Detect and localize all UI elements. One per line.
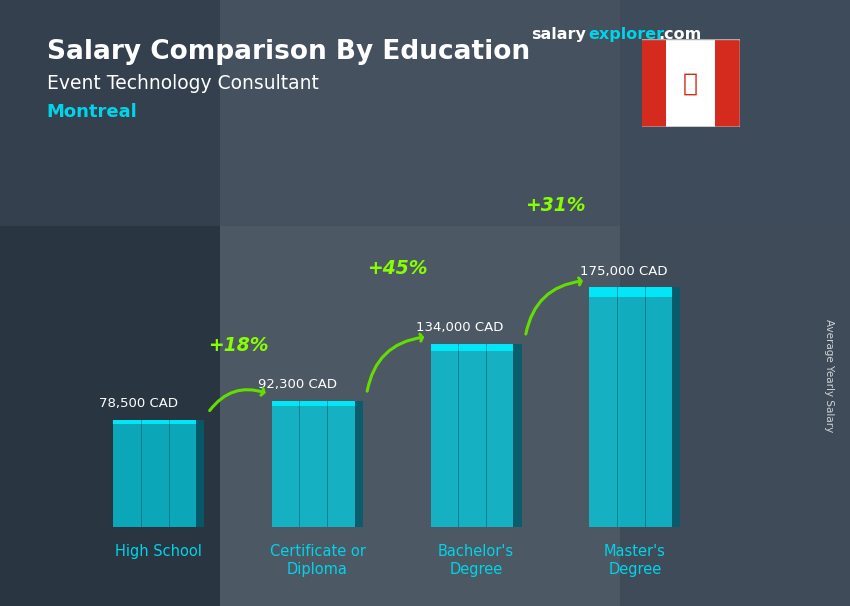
Bar	[113, 420, 196, 527]
Bar	[620, 0, 850, 606]
Text: Bachelor's
Degree: Bachelor's Degree	[438, 544, 514, 578]
Text: .com: .com	[658, 27, 701, 42]
Bar	[431, 344, 513, 527]
Bar	[642, 39, 666, 127]
Bar	[672, 287, 680, 527]
Bar	[0, 0, 220, 606]
Text: Salary Comparison By Education: Salary Comparison By Education	[47, 39, 530, 65]
Bar	[589, 287, 672, 297]
Bar	[272, 401, 354, 527]
Text: Montreal: Montreal	[47, 103, 138, 121]
Text: 92,300 CAD: 92,300 CAD	[258, 378, 337, 391]
Bar	[113, 420, 196, 424]
Text: Certificate or
Diploma: Certificate or Diploma	[269, 544, 366, 578]
Text: 175,000 CAD: 175,000 CAD	[580, 265, 667, 278]
Text: 🍁: 🍁	[683, 72, 698, 95]
Bar	[513, 344, 522, 527]
Bar	[220, 0, 620, 606]
Text: +18%: +18%	[208, 336, 269, 356]
Bar	[354, 401, 363, 527]
Bar	[0, 0, 850, 226]
Text: explorer: explorer	[588, 27, 665, 42]
Bar	[589, 287, 672, 527]
Text: Average Yearly Salary: Average Yearly Salary	[824, 319, 834, 432]
Text: salary: salary	[531, 27, 586, 42]
Text: +45%: +45%	[366, 259, 427, 278]
Text: Event Technology Consultant: Event Technology Consultant	[47, 74, 319, 93]
Bar	[196, 420, 204, 527]
Bar	[272, 401, 354, 406]
Bar	[715, 39, 740, 127]
Text: 78,500 CAD: 78,500 CAD	[99, 397, 178, 410]
Bar	[431, 344, 513, 351]
Text: 134,000 CAD: 134,000 CAD	[416, 321, 504, 334]
Text: High School: High School	[116, 544, 202, 559]
Text: +31%: +31%	[525, 196, 586, 215]
Text: Master's
Degree: Master's Degree	[604, 544, 666, 578]
